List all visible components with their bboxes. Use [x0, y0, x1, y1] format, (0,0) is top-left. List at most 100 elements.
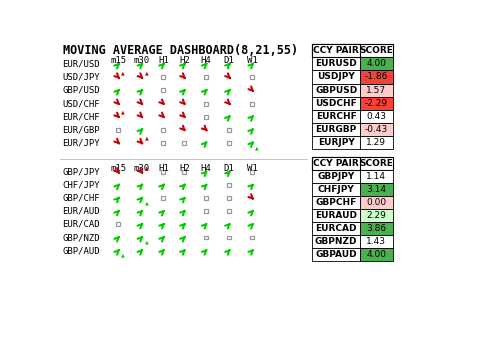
Bar [204, 75, 208, 79]
Text: m15: m15 [110, 56, 126, 65]
Bar [360, 57, 393, 70]
Bar [312, 44, 393, 57]
Text: H4: H4 [201, 164, 211, 173]
Bar [251, 170, 254, 174]
Bar [204, 236, 208, 240]
Bar [360, 136, 393, 149]
Text: GBP/AUD: GBP/AUD [63, 246, 100, 255]
Text: 1.14: 1.14 [366, 172, 387, 181]
Bar [360, 222, 393, 235]
Text: H1: H1 [158, 164, 169, 173]
Bar [312, 170, 360, 183]
Text: ▲: ▲ [145, 136, 148, 141]
Bar [204, 115, 208, 119]
Bar [116, 222, 120, 226]
Bar [312, 157, 360, 170]
Text: -2.29: -2.29 [365, 99, 388, 108]
Text: D1: D1 [224, 164, 235, 173]
Text: SCORE: SCORE [360, 46, 393, 55]
Bar [312, 70, 360, 84]
Text: 2.29: 2.29 [366, 211, 387, 220]
Bar [161, 89, 165, 93]
Bar [360, 196, 393, 209]
Text: SCORE: SCORE [360, 159, 393, 168]
Text: -0.43: -0.43 [365, 125, 388, 134]
Bar [161, 128, 165, 132]
Text: ▲: ▲ [145, 165, 148, 170]
Text: CHFJPY: CHFJPY [318, 185, 355, 194]
Text: 1.57: 1.57 [366, 85, 387, 95]
Bar [312, 44, 360, 57]
Bar [227, 128, 231, 132]
Text: 0.00: 0.00 [366, 198, 387, 207]
Bar [312, 209, 360, 222]
Text: ▲: ▲ [121, 253, 125, 258]
Bar [360, 248, 393, 261]
Bar [227, 183, 231, 187]
Text: USDJPY: USDJPY [317, 73, 355, 82]
Text: EURUSD: EURUSD [315, 59, 357, 68]
Text: H4: H4 [201, 56, 211, 65]
Bar [312, 136, 360, 149]
Bar [161, 196, 165, 200]
Bar [360, 209, 393, 222]
Bar [116, 128, 120, 132]
Bar [312, 84, 360, 96]
Text: GBP/NZD: GBP/NZD [63, 233, 100, 242]
Text: W1: W1 [247, 164, 258, 173]
Bar [161, 141, 165, 145]
Text: GBP/JPY: GBP/JPY [63, 168, 100, 177]
Text: H1: H1 [158, 56, 169, 65]
Bar [227, 141, 231, 145]
Text: USD/CHF: USD/CHF [63, 99, 100, 108]
Bar [204, 101, 208, 105]
Text: -1.86: -1.86 [365, 73, 388, 82]
Bar [312, 183, 360, 196]
Text: 1.43: 1.43 [366, 237, 387, 246]
Text: ▲: ▲ [255, 145, 259, 150]
Text: GBPUSD: GBPUSD [315, 85, 357, 95]
Bar [227, 209, 231, 213]
Bar [360, 96, 393, 110]
Bar [161, 170, 165, 174]
Text: EUR/AUD: EUR/AUD [63, 207, 100, 216]
Bar [312, 248, 360, 261]
Text: EUR/JPY: EUR/JPY [63, 138, 100, 147]
Text: D1: D1 [224, 56, 235, 65]
Bar [312, 123, 360, 136]
Text: m15: m15 [110, 164, 126, 173]
Text: CCY PAIR: CCY PAIR [313, 159, 359, 168]
Text: GBPNZD: GBPNZD [315, 237, 357, 246]
Text: EURCHF: EURCHF [316, 112, 357, 121]
Text: ▲: ▲ [145, 70, 148, 75]
Bar [251, 101, 254, 105]
Text: 3.14: 3.14 [366, 185, 387, 194]
Bar [312, 235, 360, 248]
Bar [182, 170, 186, 174]
Bar [227, 196, 231, 200]
Bar [251, 236, 254, 240]
Text: CCY PAIR: CCY PAIR [313, 46, 359, 55]
Text: H2: H2 [179, 164, 189, 173]
Text: H2: H2 [179, 56, 189, 65]
Bar [360, 170, 393, 183]
Bar [360, 84, 393, 96]
Text: EURCAD: EURCAD [315, 224, 357, 233]
Text: 3.86: 3.86 [366, 224, 387, 233]
Text: EUR/GBP: EUR/GBP [63, 125, 100, 134]
Text: GBP/USD: GBP/USD [63, 86, 100, 95]
Bar [312, 157, 393, 170]
Bar [204, 196, 208, 200]
Text: GBPAUD: GBPAUD [315, 250, 357, 260]
Text: 4.00: 4.00 [366, 59, 387, 68]
Text: GBPJPY: GBPJPY [318, 172, 355, 181]
Text: GBPCHF: GBPCHF [316, 198, 357, 207]
Text: m30: m30 [134, 56, 150, 65]
Text: ▲: ▲ [145, 200, 148, 205]
Text: CHF/JPY: CHF/JPY [63, 180, 100, 190]
Bar [360, 235, 393, 248]
Bar [204, 209, 208, 213]
Bar [251, 75, 254, 79]
Text: 1.29: 1.29 [366, 138, 387, 147]
Bar [360, 123, 393, 136]
